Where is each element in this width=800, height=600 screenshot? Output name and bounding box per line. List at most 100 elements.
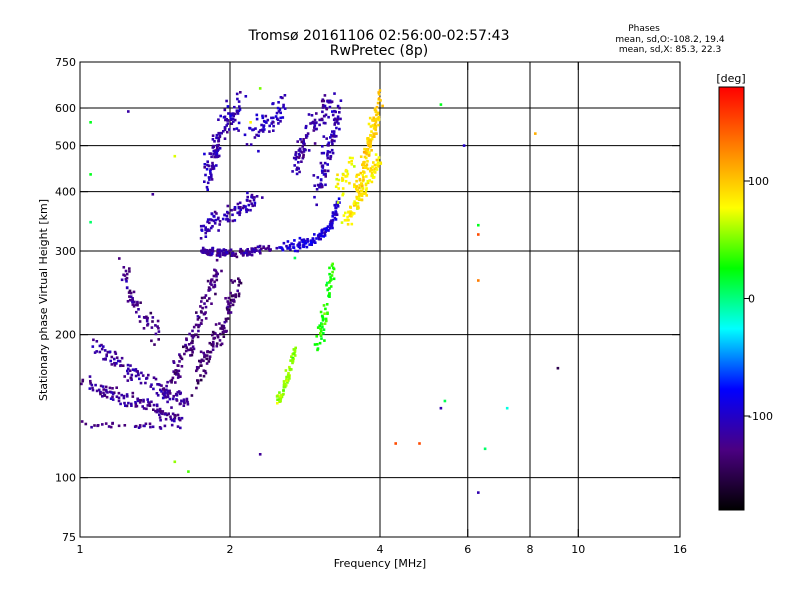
echo-point	[371, 165, 374, 169]
echo-point	[129, 364, 132, 367]
echo-point	[128, 270, 131, 273]
echo-point	[361, 184, 364, 188]
echo-point	[329, 157, 332, 161]
echo-point	[250, 202, 253, 205]
echo-point	[245, 249, 248, 252]
echo-point	[255, 133, 258, 137]
echo-point	[220, 269, 223, 273]
echo-point	[92, 338, 95, 342]
echo-point	[208, 350, 212, 354]
echo-point	[191, 336, 195, 339]
echo-point	[151, 425, 155, 429]
echo-point	[95, 350, 98, 353]
echo-point	[256, 245, 260, 249]
echo-point	[328, 295, 331, 298]
echo-point	[349, 210, 352, 213]
echo-point	[151, 320, 154, 323]
echo-point	[167, 412, 170, 415]
echo-point	[328, 272, 331, 276]
echo-point	[131, 297, 134, 300]
echo-point	[293, 256, 297, 260]
echo-point	[362, 192, 366, 195]
echo-point	[88, 375, 92, 378]
echo-point	[121, 364, 125, 367]
echo-point	[325, 137, 328, 140]
echo-point	[161, 396, 165, 400]
echo-point	[337, 122, 340, 125]
echo-point	[376, 163, 380, 166]
echo-point	[355, 189, 359, 193]
echo-point	[319, 333, 323, 337]
echo-point	[214, 269, 218, 272]
echo-point	[350, 214, 353, 218]
echo-point	[300, 238, 304, 242]
echo-point	[185, 337, 188, 340]
echo-point	[142, 407, 146, 410]
echo-point	[117, 424, 121, 428]
echo-point	[196, 315, 200, 318]
echo-point	[227, 302, 230, 306]
echo-point	[241, 206, 245, 210]
stats-header: Phases	[628, 24, 660, 34]
echo-point	[233, 105, 236, 109]
echo-point	[151, 316, 155, 319]
echo-point	[250, 193, 254, 197]
echo-point	[240, 249, 244, 253]
echo-point	[226, 105, 230, 108]
echo-point	[222, 335, 226, 338]
echo-point	[272, 121, 275, 124]
echo-point	[172, 361, 176, 364]
echo-point	[263, 128, 266, 131]
echo-point	[237, 121, 241, 125]
echo-point	[227, 112, 230, 115]
echo-point	[214, 292, 217, 296]
echo-point	[200, 319, 204, 322]
echo-point	[110, 391, 113, 394]
echo-point	[246, 254, 249, 257]
echo-point	[236, 211, 239, 215]
echo-point	[325, 107, 329, 111]
echo-point	[281, 116, 285, 119]
echo-point	[136, 372, 140, 375]
echo-point	[251, 247, 255, 251]
echo-point	[338, 111, 341, 114]
echo-point	[328, 266, 331, 270]
echo-point	[362, 166, 365, 169]
echo-point	[204, 235, 208, 238]
echo-point	[261, 196, 264, 199]
echo-point	[100, 347, 104, 351]
echo-point	[333, 92, 336, 95]
echo-point	[370, 137, 374, 141]
echo-point	[356, 205, 360, 208]
x-tick-label: 1	[77, 543, 84, 556]
echo-point	[217, 229, 220, 232]
echo-point	[374, 117, 378, 121]
echo-point	[371, 124, 375, 127]
echo-point	[318, 185, 322, 189]
echo-point	[326, 156, 330, 160]
echo-point	[197, 379, 200, 382]
echo-point	[170, 406, 173, 409]
echo-point	[207, 176, 211, 179]
echo-point	[113, 357, 116, 361]
echo-point	[230, 122, 234, 125]
echo-point	[230, 208, 233, 212]
echo-point	[358, 177, 362, 181]
echo-point	[370, 180, 374, 184]
echo-point	[254, 249, 258, 252]
echo-point	[213, 140, 216, 143]
echo-point	[125, 393, 129, 396]
x-tick-label: 16	[673, 543, 687, 556]
echo-point	[277, 110, 281, 113]
echo-point	[359, 155, 363, 158]
echo-point	[276, 106, 280, 110]
echo-point	[134, 402, 138, 406]
echo-point	[166, 380, 169, 384]
echo-point	[199, 224, 203, 228]
echo-point	[127, 367, 130, 371]
echo-point	[238, 201, 242, 205]
echo-point	[172, 418, 176, 421]
echo-point	[131, 391, 135, 395]
echo-point	[110, 355, 114, 359]
echo-point	[313, 126, 316, 129]
